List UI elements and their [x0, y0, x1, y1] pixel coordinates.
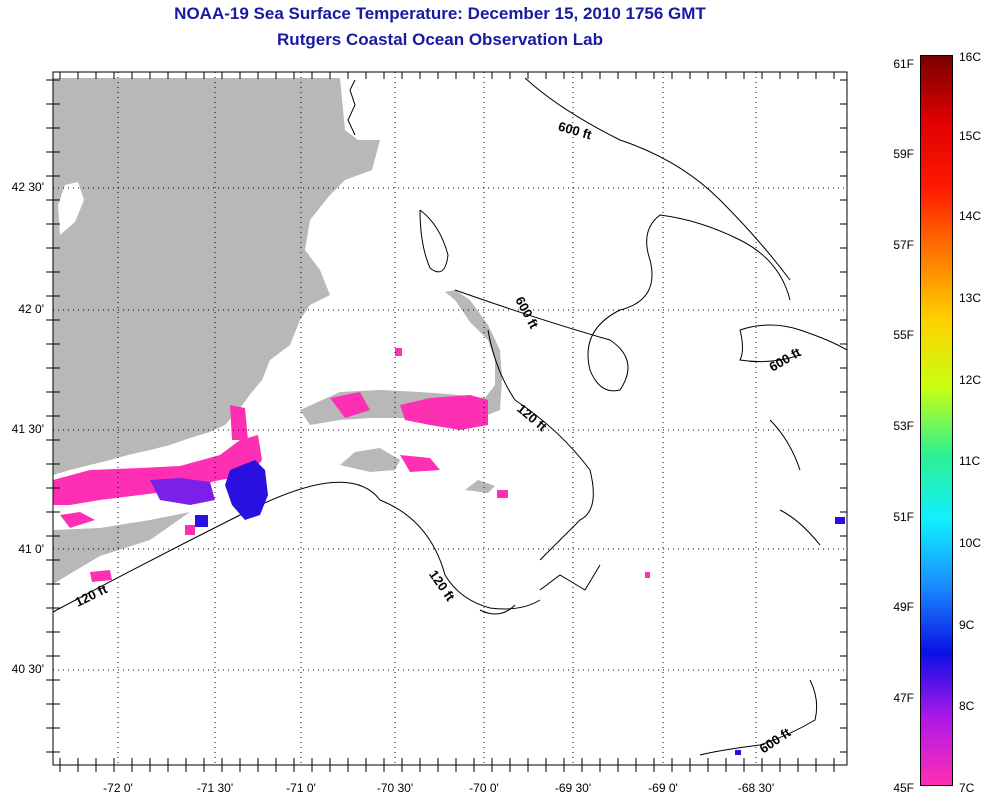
colorbar-label-f: 57F: [893, 238, 914, 252]
colorbar-label-c: 14C: [959, 209, 982, 223]
lon-label-71-0: -71 0': [286, 781, 316, 795]
lon-label-70-30: -70 30': [376, 781, 414, 795]
colorbar-label-c: 13C: [959, 291, 982, 305]
colorbar-label-f: 51F: [893, 510, 914, 524]
lon-label-70-0: -70 0': [469, 781, 499, 795]
colorbar-label-f: 59F: [893, 147, 914, 161]
temperature-colorbar: [920, 55, 953, 786]
lat-label-41-0: 41 0': [18, 542, 44, 556]
map-title: NOAA-19 Sea Surface Temperature: Decembe…: [174, 4, 706, 23]
axis-ticks: [46, 72, 847, 772]
colorbar-label-f: 61F: [893, 57, 914, 71]
graticule: [53, 72, 847, 765]
lat-label-42-0: 42 0': [18, 302, 44, 316]
cloud-patch: [58, 182, 84, 235]
lat-label-42-30: 42 30': [11, 180, 44, 194]
colorbar-label-c: 8C: [959, 699, 975, 713]
colorbar-label-f: 53F: [893, 419, 914, 433]
land-marthas-vineyard: [340, 448, 400, 472]
sst-pixels: [53, 348, 845, 755]
map-frame: [52, 71, 848, 766]
colorbar-label-c: 12C: [959, 373, 982, 387]
colorbar-label-c: 16C: [959, 50, 982, 64]
colorbar-label-f: 45F: [893, 781, 914, 795]
colorbar-label-c: 11C: [959, 454, 981, 468]
map-subtitle: Rutgers Coastal Ocean Observation Lab: [277, 30, 603, 49]
colorbar-label-c: 15C: [959, 129, 982, 143]
colorbar-label-c: 10C: [959, 536, 982, 550]
lon-label-68-30: -68 30': [737, 781, 775, 795]
colorbar-label-c: 9C: [959, 618, 975, 632]
land-mainland: [53, 78, 380, 475]
lon-label-69-0: -69 0': [648, 781, 678, 795]
lat-label-41-30: 41 30': [11, 422, 44, 436]
land-nantucket: [465, 480, 495, 493]
depth-contours: [53, 77, 847, 756]
land-long-island: [53, 512, 190, 584]
lon-label-72-0: -72 0': [103, 781, 133, 795]
colorbar-label-f: 47F: [893, 691, 914, 705]
lat-label-40-30: 40 30': [11, 662, 44, 676]
colorbar-label-c: 7C: [959, 781, 975, 795]
colorbar-label-f: 49F: [893, 600, 914, 614]
lon-label-71-30: -71 30': [196, 781, 234, 795]
lon-label-69-30: -69 30': [554, 781, 592, 795]
colorbar-label-f: 55F: [893, 328, 914, 342]
